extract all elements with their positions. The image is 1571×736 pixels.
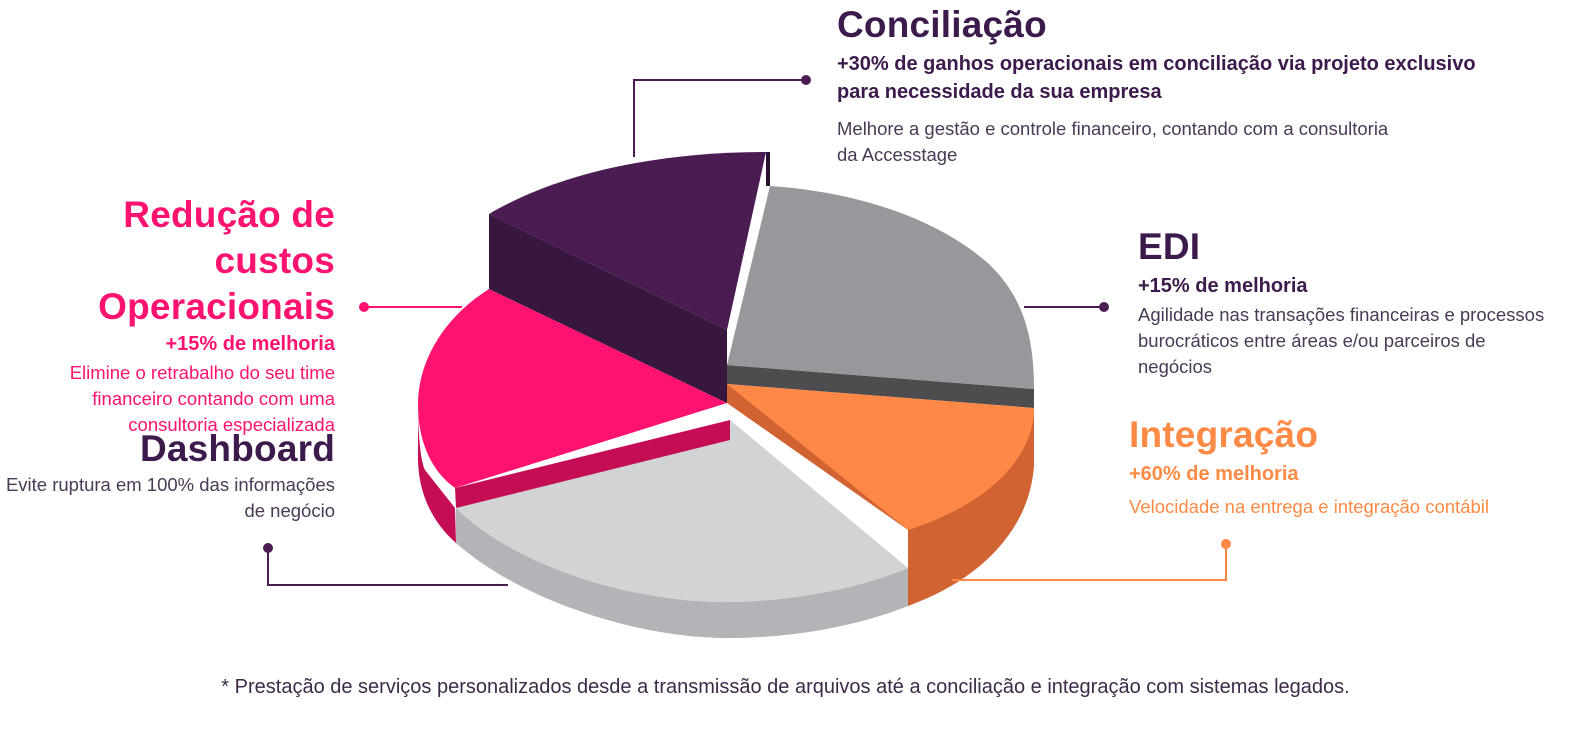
leader-line-dashboard xyxy=(263,543,508,586)
conciliacao-title: Conciliação xyxy=(837,4,1047,45)
reducao-title: Redução de custos Operacionais xyxy=(0,192,335,330)
pie-slice-reducao-side-front xyxy=(455,420,730,508)
pie-slice-conciliacao xyxy=(489,152,766,330)
edi-subtitle: +15% de melhoria xyxy=(1138,275,1308,297)
dashboard-title: Dashboard xyxy=(139,428,335,469)
pie-slice-integracao xyxy=(727,384,1034,530)
conciliacao-description: Melhore a gestão e controle financeiro, … xyxy=(837,118,1389,165)
reducao-title-line2: Operacionais xyxy=(98,286,335,327)
edi-title: EDI xyxy=(1138,226,1201,267)
footnote: * Prestação de serviços personalizados d… xyxy=(221,676,1350,698)
integracao-title: Integração xyxy=(1129,414,1319,455)
edi-callout: EDI +15% de melhoria Agilidade nas trans… xyxy=(1138,226,1568,380)
leader-line-conciliacao xyxy=(633,75,811,157)
pie-slice-reducao xyxy=(418,289,727,488)
reducao-description: Elimine o retrabalho do seu time finance… xyxy=(69,362,335,435)
reducao-title-line1: Redução de custos xyxy=(123,194,335,281)
reducao-callout: Redução de custos Operacionais +15% de m… xyxy=(0,192,335,438)
leader-line-reducao xyxy=(359,302,462,312)
integracao-description: Velocidade na entrega e integração contá… xyxy=(1129,496,1489,517)
pie-slice-edi xyxy=(727,186,1034,389)
pie-slice-dashboard-side xyxy=(456,508,908,639)
pie-slice-reducao-side xyxy=(418,404,456,543)
edi-description: Agilidade nas transações financeiras e p… xyxy=(1138,304,1555,377)
reducao-subtitle: +15% de melhoria xyxy=(165,333,335,355)
dashboard-callout: Dashboard Evite ruptura em 100% das info… xyxy=(0,428,335,524)
pie-slice-dashboard xyxy=(456,420,908,603)
integracao-callout: Integração +60% de melhoria Velocidade n… xyxy=(1129,414,1569,520)
conciliacao-subtitle: +30% de ganhos operacionais em conciliaç… xyxy=(837,53,1476,103)
pie-slice-conciliacao-side-right xyxy=(766,152,770,186)
pie-slice-edi-side xyxy=(727,365,1034,408)
pie-slice-conciliacao-side xyxy=(489,214,727,403)
integracao-subtitle: +60% de melhoria xyxy=(1129,463,1299,485)
leader-line-edi xyxy=(1024,302,1109,312)
dashboard-description: Evite ruptura em 100% das informações de… xyxy=(5,474,335,521)
leader-line-integracao xyxy=(952,539,1231,581)
conciliacao-callout: Conciliação +30% de ganhos operacionais … xyxy=(837,4,1497,168)
